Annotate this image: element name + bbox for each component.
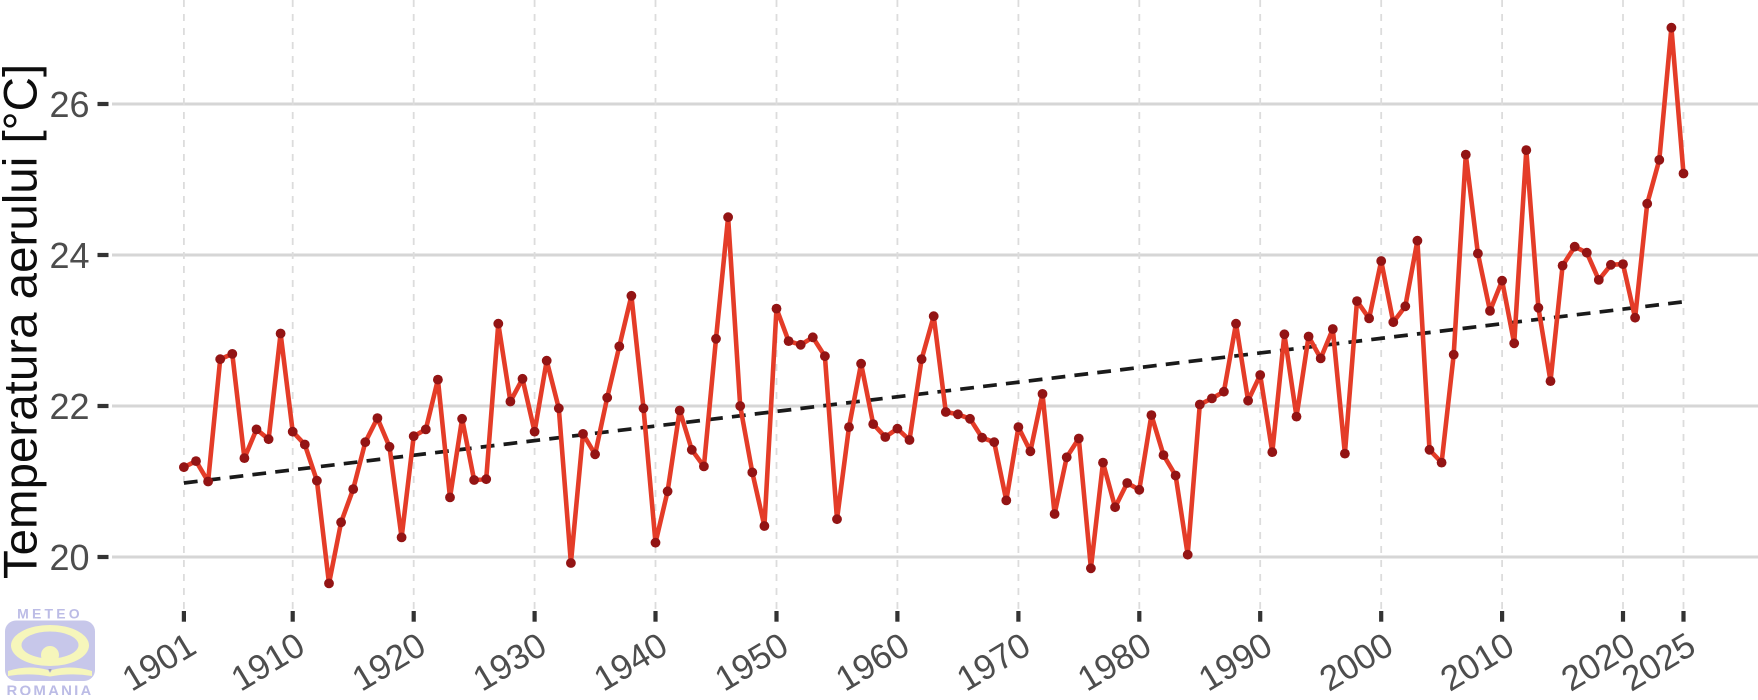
svg-text:20: 20 [49, 537, 89, 578]
svg-text:METEO: METEO [17, 606, 83, 622]
svg-text:Temperatura aerului [°C]: Temperatura aerului [°C] [0, 64, 48, 579]
svg-text:24: 24 [49, 235, 89, 276]
svg-text:22: 22 [49, 386, 89, 427]
svg-text:ROMANIA: ROMANIA [6, 683, 93, 696]
svg-text:26: 26 [49, 84, 89, 125]
